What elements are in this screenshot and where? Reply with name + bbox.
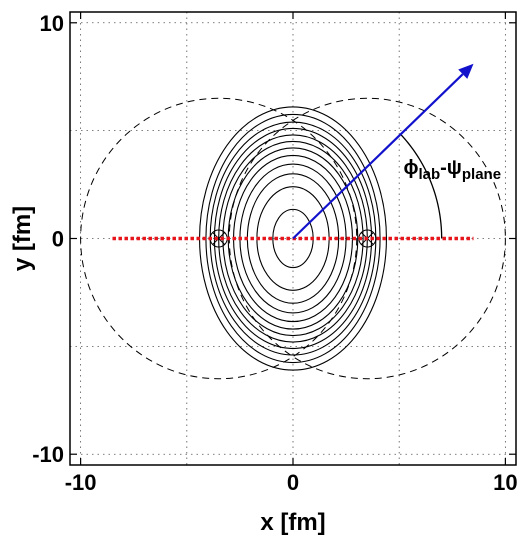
direction-arrow-head <box>458 63 474 79</box>
y-tick-label: 0 <box>52 227 64 252</box>
x-tick-label: 0 <box>287 470 299 495</box>
angle-arc <box>400 133 443 239</box>
y-tick-label: 10 <box>40 11 64 36</box>
x-tick-label: 10 <box>493 470 517 495</box>
angle-label-psi: ψ <box>447 157 462 179</box>
axis-ticks: -10 0 10 -10 0 10 <box>32 11 517 495</box>
y-tick-label: -10 <box>32 442 64 467</box>
angle-label-dash: - <box>440 157 447 179</box>
x-tick-label: -10 <box>65 470 97 495</box>
angle-label-psi-sub: plane <box>462 166 501 183</box>
nucleus-outline <box>80 97 358 380</box>
angle-label-phi: ϕ <box>403 157 418 179</box>
x-axis-title: x [fm] <box>260 509 325 536</box>
center-cross <box>212 232 226 245</box>
emission-direction <box>292 63 474 240</box>
angle-label-phi-sub: lab <box>418 166 440 183</box>
y-axis-title: y [fm] <box>9 206 36 271</box>
direction-arrow-shaft <box>292 73 464 240</box>
angle-label: ϕlab-ψplane <box>403 157 501 183</box>
